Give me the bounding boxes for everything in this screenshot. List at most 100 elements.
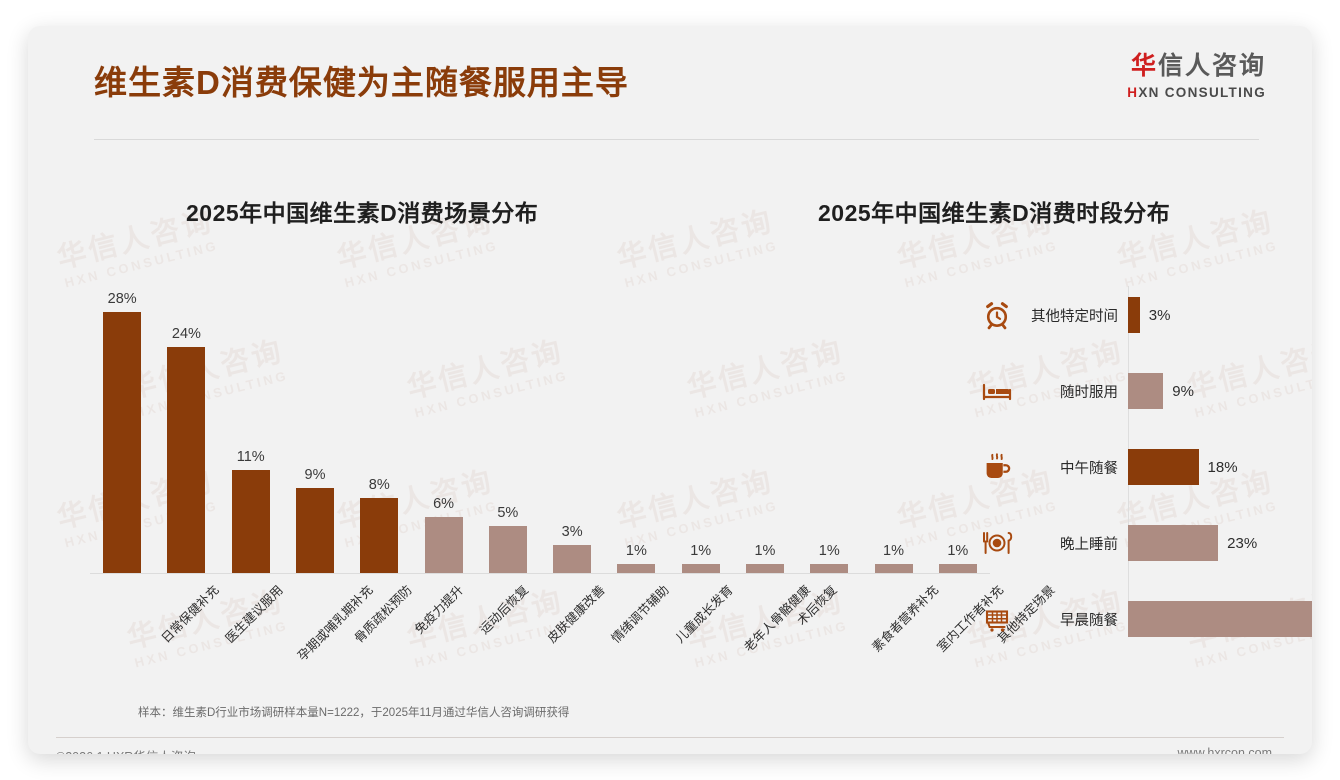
header-divider [94,139,1259,140]
scenario-bar-value-label: 9% [304,467,326,484]
bed-icon [974,371,1020,411]
logo-cn-rest: 信人咨询 [1157,52,1266,80]
scenario-category-label: 免疫力提升 [412,582,467,637]
timing-category-label: 其他特定时间 [1031,308,1118,325]
logo-en-accent: H [1127,85,1139,100]
timing-row[interactable]: 早晨随餐 47% [974,596,1312,642]
alarm-clock-icon [974,295,1020,335]
scenario-bar[interactable] [553,544,592,573]
logo-chinese: 华信人咨询 [1127,54,1266,79]
scenario-bar-value-label: 1% [883,542,904,559]
source-note: 样本：维生素D行业市场调研样本量N=1222，于2025年11月通过华信人咨询调… [138,707,570,719]
scenario-bar[interactable] [167,347,206,573]
scenario-bar-value-label: 24% [171,326,201,343]
scenario-category-label: 情绪调节辅助 [608,582,672,646]
scenario-bar-slot[interactable]: 1% [797,291,861,573]
left-chart-title: 2025年中国维生素D消费场景分布 [186,200,539,226]
scenario-bar-slot[interactable]: 3% [540,291,604,573]
timing-category-label: 中午随餐 [1060,460,1118,477]
slide-header: 维生素D消费保健为主随餐服用主导 华信人咨询 HXN CONSULTING [28,26,1312,122]
company-logo: 华信人咨询 HXN CONSULTING [1127,54,1266,100]
timing-row[interactable]: 随时服用 9% [974,368,1284,414]
scenario-bar-slot[interactable]: 8% [347,291,411,573]
scenario-bar[interactable] [103,312,142,573]
timing-bar[interactable] [1128,373,1164,409]
scenario-bar-value-label: 8% [368,476,390,493]
scenario-bar[interactable] [745,563,784,573]
scenario-bar[interactable] [874,563,913,573]
shopping-cart-icon [974,599,1020,639]
scenario-bar[interactable] [295,488,334,573]
scenario-bar-slot[interactable]: 1% [604,291,668,573]
timing-category-label: 晚上睡前 [1060,536,1118,553]
scenario-bar-value-label: 1% [947,542,969,559]
page-title: 维生素D消费保健为主随餐服用主导 [94,64,629,101]
scenario-bar-value-label: 1% [690,542,712,559]
scenario-bar[interactable] [810,563,849,573]
coffee-mug-icon [974,447,1020,487]
scenario-bar-slot[interactable]: 1% [733,291,797,573]
scenario-category-label: 皮肤健康改善 [544,582,608,646]
scenario-bar-slot[interactable]: 6% [411,291,475,573]
scenario-bar-value-label: 1% [818,542,840,559]
logo-en-rest: XN CONSULTING [1138,85,1266,100]
plate-cutlery-icon [974,523,1020,563]
scenario-bar-slot[interactable]: 9% [283,291,347,573]
timing-row[interactable]: 其他特定时间 3% [974,292,1284,338]
scenario-bar-chart: 28% 24% 11% 9% 8% 6% 5% 3% 1% 1% 1% 1% 1% 1% [90,274,990,574]
scenario-bar[interactable] [231,469,270,573]
scenario-bar-slot[interactable]: 1% [669,291,733,573]
scenario-bar-slot[interactable]: 1% [926,291,990,573]
timing-bar-wrapper: 47% [1128,596,1312,642]
scenario-category-label: 运动后恢复 [476,582,531,637]
footer-divider [56,737,1284,738]
scenario-bar[interactable] [938,563,977,573]
scenario-bar[interactable] [424,516,463,573]
copyright-text: ©2026.1 HXR华信人咨询 [56,746,196,754]
timing-category-label: 随时服用 [1060,384,1118,401]
slide-card: 华信人咨询 HXN CONSULTING 华信人咨询 HXN CONSULTING 华信… [28,26,1312,754]
scenario-bar[interactable] [488,526,527,573]
scenario-bar[interactable] [617,563,656,573]
timing-row[interactable]: 中午随餐 18% [974,444,1284,490]
logo-english: HXN CONSULTING [1127,86,1266,100]
scenario-chart-baseline [90,573,990,574]
timing-bar[interactable] [1128,297,1140,333]
scenario-category-label: 医生建议服用 [223,582,287,646]
right-chart-title: 2025年中国维生素D消费时段分布 [818,200,1171,226]
scenario-bar-value-label: 5% [497,505,519,521]
scenario-bar[interactable] [360,497,399,573]
timing-bar-value-label: 18% [1207,458,1238,476]
scenario-axis-labels: 日常保健补充 医生建议服用 孕期或哺乳期补充 骨质疏松预防 免疫力提升 运动后恢复 皮肤健康… [90,576,1058,686]
scenario-bar-value-label: 3% [561,523,583,540]
timing-bar[interactable] [1128,525,1219,561]
timing-bar-wrapper: 9% [1128,368,1284,414]
timing-bar[interactable] [1128,449,1199,485]
scenario-bar-value-label: 11% [236,448,265,465]
scenario-bar-slot[interactable]: 11% [219,291,283,573]
scenario-bar-value-label: 1% [625,542,647,559]
charts-area: 2025年中国维生素D消费场景分布 2025年中国维生素D消费时段分布 28% 2… [28,146,1312,691]
timing-bar-wrapper: 3% [1128,292,1284,338]
timing-category-label: 早晨随餐 [1060,612,1118,629]
scenario-bar-slot[interactable]: 1% [861,291,925,573]
timing-bar-value-label: 3% [1148,306,1171,324]
scenario-bar[interactable] [681,563,720,573]
scenario-bar-value-label: 1% [754,542,776,559]
logo-cn-accent: 华 [1130,52,1158,80]
scenario-bar-value-label: 6% [433,495,455,512]
timing-bar-wrapper: 18% [1128,444,1284,490]
scenario-category-label: 儿童成长发育 [673,582,737,646]
timing-bar[interactable] [1128,601,1312,637]
scenario-bar-slot[interactable]: 28% [90,291,154,573]
scenario-bar-slot[interactable]: 24% [154,291,218,573]
timing-row[interactable]: 晚上睡前 23% [974,520,1284,566]
timing-bar-wrapper: 23% [1128,520,1284,566]
scenario-category-label: 素食者营养补充 [869,582,942,655]
timing-bar-value-label: 9% [1172,382,1194,400]
scenario-bar-slot[interactable]: 5% [476,291,540,573]
scenario-category-label: 日常保健补充 [158,582,222,646]
timing-bar-value-label: 23% [1227,534,1258,552]
scenario-bars: 28% 24% 11% 9% 8% 6% 5% 3% 1% 1% 1% 1% 1% 1% [90,291,990,573]
